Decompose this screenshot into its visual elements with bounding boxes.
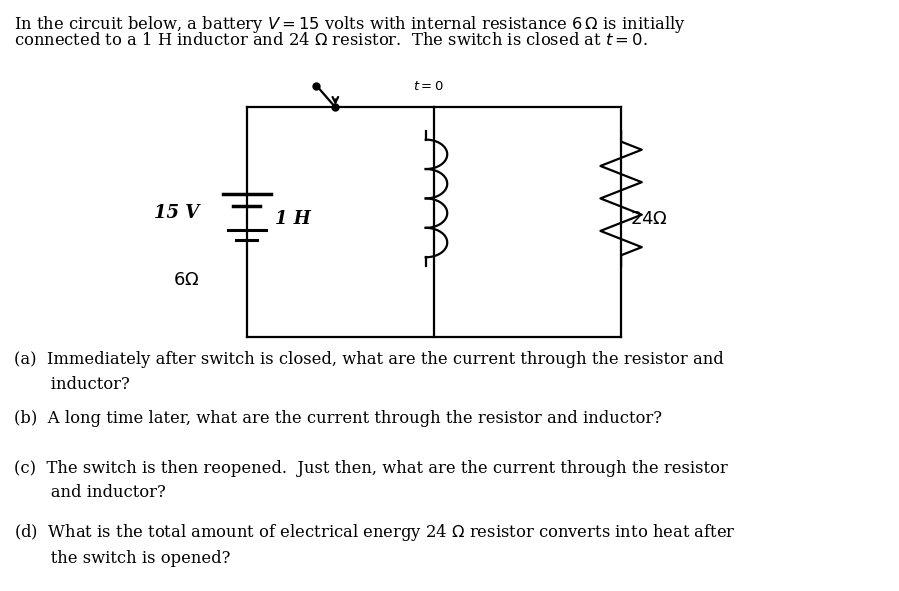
- Text: (c)  The switch is then reopened.  Just then, what are the current through the r: (c) The switch is then reopened. Just th…: [14, 460, 728, 501]
- Text: $t = 0$: $t = 0$: [413, 80, 444, 93]
- Text: (d)  What is the total amount of electrical energy 24 $\Omega$ resistor converts: (d) What is the total amount of electric…: [14, 522, 736, 567]
- Text: 15 V: 15 V: [154, 204, 200, 222]
- Text: (b)  A long time later, what are the current through the resistor and inductor?: (b) A long time later, what are the curr…: [14, 410, 663, 427]
- Text: (a)  Immediately after switch is closed, what are the current through the resist: (a) Immediately after switch is closed, …: [14, 352, 724, 392]
- Text: $24\Omega$: $24\Omega$: [629, 210, 668, 228]
- Text: 1 H: 1 H: [275, 210, 311, 228]
- Text: connected to a 1 H inductor and 24 $\Omega$ resistor.  The switch is closed at $: connected to a 1 H inductor and 24 $\Ome…: [14, 32, 648, 49]
- Text: In the circuit below, a battery $V = 15$ volts with internal resistance $6\,\Ome: In the circuit below, a battery $V = 15$…: [14, 14, 686, 35]
- Text: $6\Omega$: $6\Omega$: [173, 271, 200, 288]
